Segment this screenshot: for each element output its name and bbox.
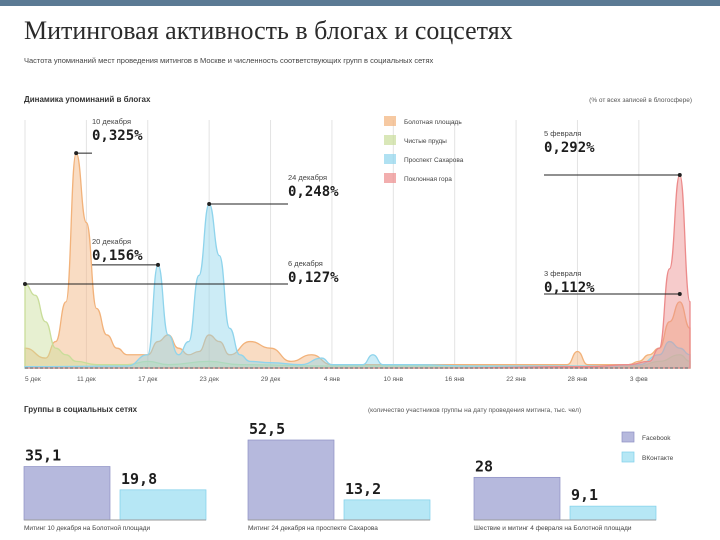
- page-title: Митинговая активность в блогах и соцсетя…: [24, 16, 513, 45]
- bar-value-facebook: 52,5: [249, 420, 285, 438]
- x-tick-label: 22 янв: [506, 376, 526, 383]
- legend-label: Проспект Сахарова: [404, 157, 464, 164]
- chart-annotations: 10 декабря 0,325% 20 декабря 0,156% 24 декаб…: [23, 117, 682, 296]
- annotation-value: 0,325%: [92, 128, 143, 144]
- annotation-date: 20 декабря: [92, 237, 131, 246]
- annotation-point: [207, 202, 212, 207]
- x-tick-label: 10 янв: [384, 376, 404, 383]
- legend-swatch: [384, 135, 396, 145]
- annotation-point: [677, 291, 682, 296]
- bar-facebook: [473, 476, 561, 521]
- bar-value-facebook: 35,1: [25, 447, 61, 465]
- bar-legend-label: ВКонтакте: [642, 455, 674, 462]
- bar-value-facebook: 28: [475, 457, 493, 475]
- bar-legend-swatch: [621, 431, 635, 443]
- x-tick-label: 11 дек: [77, 376, 96, 383]
- blog-section-note: (% от всех записей в блогосфере): [589, 97, 692, 104]
- series-area-3: [25, 174, 691, 369]
- bar-facebook: [247, 439, 335, 521]
- legend-label: Чистые пруды: [404, 138, 447, 145]
- annotation-value: 0,156%: [92, 248, 143, 264]
- annotation-value: 0,127%: [288, 270, 339, 286]
- legend-swatch: [384, 116, 396, 126]
- bar-value-vkontakte: 9,1: [571, 486, 598, 504]
- annotation-date: 24 декабря: [288, 173, 327, 182]
- bar-group-caption: Митинг 24 декабря на проспекте Сахарова: [248, 524, 378, 532]
- annotation-point: [677, 172, 682, 177]
- groups-section-label: Группы в социальных сетях: [24, 405, 138, 414]
- legend-swatch: [384, 173, 396, 183]
- social-groups-chart: 35,1 19,8 Митинг 10 декабря на Болотной пл…: [23, 420, 674, 532]
- x-tick-label: 28 янв: [568, 376, 588, 383]
- bar-value-vkontakte: 19,8: [121, 470, 157, 488]
- annotation-date: 10 декабря: [92, 117, 131, 126]
- blog-section-label: Динамика упоминаний в блогах: [24, 95, 151, 104]
- annotation-point: [156, 262, 160, 267]
- bar-groups: 35,1 19,8 Митинг 10 декабря на Болотной пл…: [23, 420, 657, 532]
- bar-legend-swatch: [621, 451, 635, 463]
- blog-mentions-chart: 5 дек 11 дек 17 дек 23 дек 29 дек 4 янв 10 янв…: [23, 116, 691, 383]
- bar-value-vkontakte: 13,2: [345, 480, 381, 498]
- top-accent-line: [0, 0, 720, 6]
- bar-group-caption: Митинг 10 декабря на Болотной площади: [24, 524, 151, 532]
- bar-legend: Facebook ВКонтакте: [621, 431, 674, 463]
- chart-areas: [24, 152, 691, 369]
- bar-vkontakte: [119, 489, 207, 521]
- x-tick-label: 23 дек: [200, 376, 219, 383]
- x-tick-label: 3 фев: [630, 376, 648, 383]
- series-area-2: [24, 203, 691, 369]
- chart-grid: [24, 120, 640, 368]
- groups-section-note: (количество участников группы на дату пр…: [368, 407, 582, 414]
- legend-label: Болотная площадь: [404, 119, 462, 126]
- annotation-value: 0,248%: [288, 184, 339, 200]
- x-tick-label: 5 дек: [25, 376, 41, 383]
- annotation-point: [23, 282, 27, 287]
- bar-group-caption: Шествие и митинг 4 февраля на Болотной п…: [474, 524, 632, 532]
- chart-legend: Болотная площадь Чистые пруды Проспект Сах…: [384, 116, 464, 183]
- series-area-1: [24, 283, 691, 369]
- annotation-date: 3 февраля: [544, 269, 581, 278]
- annotation-value: 0,292%: [544, 140, 595, 156]
- annotation-value: 0,112%: [544, 280, 595, 296]
- legend-swatch: [384, 154, 396, 164]
- bar-vkontakte: [343, 499, 431, 521]
- chart-x-axis: 5 дек 11 дек 17 дек 23 дек 29 дек 4 янв 10 янв…: [25, 367, 690, 383]
- x-tick-label: 17 дек: [138, 376, 157, 383]
- annotation-date: 6 декабря: [288, 259, 323, 268]
- annotation-date: 5 февраля: [544, 129, 581, 138]
- bar-legend-label: Facebook: [642, 435, 671, 442]
- x-tick-label: 16 янв: [445, 376, 465, 383]
- bar-facebook: [23, 466, 111, 521]
- bar-vkontakte: [569, 505, 657, 521]
- x-tick-label: 4 янв: [324, 376, 341, 383]
- legend-label: Поклонная гора: [404, 176, 452, 183]
- annotation-point: [74, 151, 79, 156]
- x-tick-label: 29 дек: [261, 376, 280, 383]
- page-subtitle: Частота упоминаний мест проведения митин…: [24, 56, 434, 65]
